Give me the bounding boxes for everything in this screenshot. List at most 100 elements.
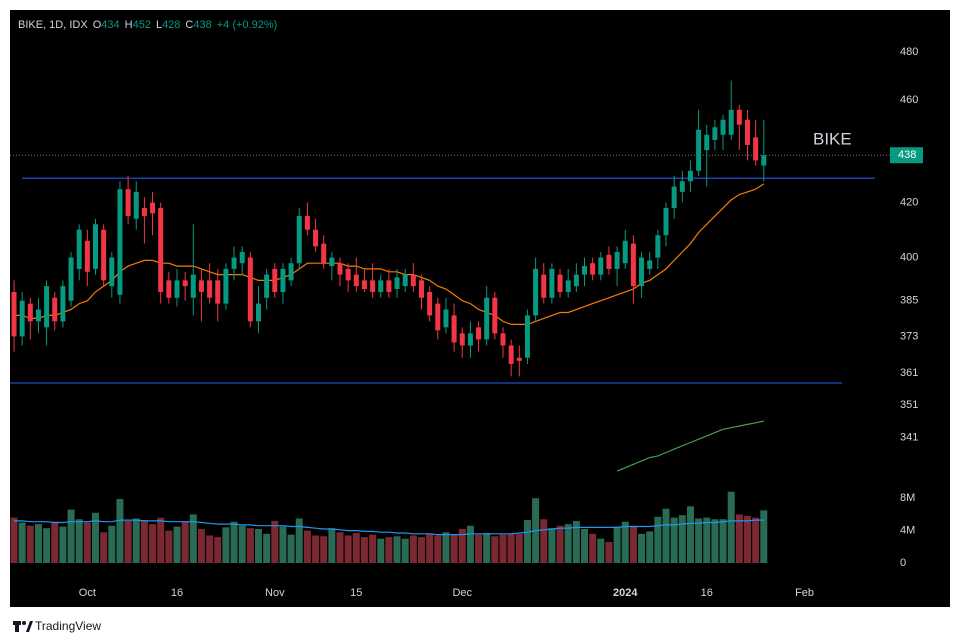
ohlc-key: L [156, 19, 162, 31]
x-tick-label: Oct [79, 587, 96, 599]
volume-bar [458, 528, 466, 563]
volume-bar [678, 515, 686, 563]
candle-body [239, 251, 245, 264]
candle-body [533, 268, 539, 316]
volume-bar [246, 528, 254, 563]
volume-bar [140, 520, 148, 563]
candle-body [76, 229, 82, 269]
candle-body [541, 274, 547, 298]
candle-body [516, 357, 522, 361]
candle-body [321, 243, 327, 264]
y-tick-label: 420 [900, 196, 918, 208]
candle-body [19, 300, 25, 337]
ohlc-value: 428 [162, 19, 180, 31]
candle-body [451, 315, 457, 343]
candle-body [264, 274, 270, 298]
volume-bar [255, 528, 262, 563]
candle-body [27, 303, 33, 322]
candle-body [101, 229, 107, 281]
y-tick-label: 460 [900, 94, 918, 106]
volume-bar [157, 517, 165, 563]
volume-bar [328, 528, 336, 563]
candle-body [247, 257, 253, 322]
volume-bar [51, 521, 59, 563]
volume-bar [312, 535, 320, 563]
volume-bar [230, 521, 238, 563]
volume-bar [556, 525, 564, 563]
volume-bar [344, 535, 352, 563]
candle-body [256, 303, 261, 322]
volume-bar [43, 528, 51, 563]
candle-body [606, 254, 612, 269]
candle-body [435, 303, 441, 331]
candle-body [712, 127, 718, 140]
candle-body [582, 266, 587, 275]
volume-bar [149, 524, 157, 563]
candle-body [508, 345, 514, 364]
candle-body [60, 286, 66, 322]
candle-body [378, 280, 384, 292]
candle-body [117, 189, 123, 295]
moving-average-line [616, 420, 764, 472]
candle-body [410, 274, 416, 287]
volume-bar [434, 535, 442, 563]
volume-bar [18, 522, 26, 563]
candle-body [44, 286, 50, 328]
candle-body [687, 170, 693, 182]
x-tick-label: 16 [701, 587, 713, 599]
candle-body [288, 263, 294, 281]
volume-bar [401, 538, 409, 563]
ohlc-key: C [185, 19, 193, 31]
ohlc-key: H [125, 19, 133, 31]
candle-body [745, 119, 750, 145]
candle-body [84, 240, 90, 272]
volume-bar [173, 526, 181, 563]
x-tick-label: 2024 [613, 587, 638, 599]
volume-bar [548, 528, 556, 563]
volume-bar [450, 534, 458, 563]
volume-bar [638, 533, 646, 563]
candle-body [573, 274, 579, 287]
x-tick-label: Feb [795, 587, 814, 599]
candle-body [313, 229, 319, 247]
candle-body [402, 274, 408, 287]
candle-body [671, 186, 677, 208]
candle-body [704, 134, 710, 151]
candle-body [141, 207, 147, 217]
ohlc-value: 438 [193, 19, 211, 31]
volume-bar [475, 534, 483, 563]
volume-bar [654, 516, 662, 563]
candle-body [52, 297, 58, 322]
candle-body [11, 291, 17, 337]
volume-bar [523, 520, 531, 563]
volume-bar [287, 534, 295, 563]
volume-bar [589, 533, 597, 563]
volume-bar [385, 537, 393, 563]
candle-body [133, 191, 139, 219]
volume-bar [515, 533, 523, 563]
candle-body [93, 224, 98, 269]
candle-body [166, 280, 172, 298]
candle-body [549, 268, 555, 298]
volume-bar [189, 514, 197, 563]
volume-bar [393, 536, 401, 563]
volume-tick-label: 4M [900, 525, 915, 537]
volume-bar [222, 527, 230, 563]
candle-body [109, 257, 115, 287]
brand-logo [13, 621, 33, 632]
volume-bar [369, 534, 377, 563]
volume-bar [662, 508, 670, 563]
volume-bar [483, 533, 491, 563]
ohlc-value: 452 [133, 19, 151, 31]
volume-bar [197, 528, 205, 563]
candle-body [500, 333, 506, 346]
volume-bar [426, 533, 434, 563]
candle-body [647, 260, 653, 269]
candle-body [68, 257, 74, 301]
volume-bar [336, 532, 344, 563]
y-tick-label: 361 [900, 367, 918, 379]
candle-body [639, 257, 645, 287]
symbol: BIKE, 1D, IDX [18, 19, 88, 31]
volume-bar [564, 524, 572, 563]
candle-body [467, 333, 473, 346]
